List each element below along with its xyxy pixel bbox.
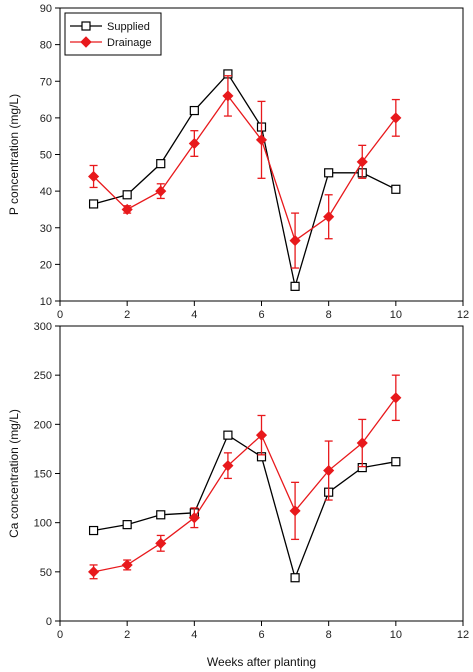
series-drainage xyxy=(88,75,402,269)
data-point xyxy=(255,134,268,146)
data-point xyxy=(290,281,300,291)
legend-label-drainage: Drainage xyxy=(107,37,152,49)
x-tick-label: 12 xyxy=(457,629,469,641)
y-axis-title: Ca concentration (mg/L) xyxy=(7,409,21,538)
data-point xyxy=(88,199,99,209)
y-tick-label: 250 xyxy=(34,370,52,382)
data-point xyxy=(323,464,335,477)
y-axis-title: P concentration (mg/L) xyxy=(7,94,21,215)
data-point xyxy=(222,90,234,102)
x-tick-label: 10 xyxy=(390,309,402,321)
x-tick-label: 2 xyxy=(124,629,130,641)
data-point xyxy=(323,211,335,223)
data-point xyxy=(122,520,132,530)
x-axis-title: Weeks after planting xyxy=(207,655,316,669)
data-point xyxy=(122,190,132,200)
data-point xyxy=(356,156,368,168)
data-point xyxy=(356,437,368,449)
data-point xyxy=(121,203,133,216)
plot-panel-1: 10 20 30 40 50 60 70 80 90 0 2 4 6 8 10 12 P concentrati… xyxy=(7,3,469,321)
data-point xyxy=(391,457,401,467)
data-point xyxy=(155,185,167,197)
data-point xyxy=(324,168,334,178)
x-tick-label: 6 xyxy=(258,629,264,641)
y-tick-label: 60 xyxy=(40,113,52,125)
legend-marker xyxy=(81,21,91,31)
y-tick-label: 10 xyxy=(40,296,52,308)
data-point xyxy=(88,525,99,536)
x-tick-label: 4 xyxy=(191,309,197,321)
x-tick-label: 4 xyxy=(191,629,197,641)
legend-box xyxy=(64,12,162,56)
data-point xyxy=(391,184,401,194)
data-point xyxy=(188,137,200,150)
data-point xyxy=(390,392,402,404)
y-tick-label: 300 xyxy=(34,321,52,333)
series-line xyxy=(93,397,397,573)
plot-panel-2: 0 50 100 150 200 250 300 0 2 4 6 8 10 12 Ca concentrat… xyxy=(7,321,469,669)
y-tick-label: 80 xyxy=(40,40,52,52)
x-tick-label: 8 xyxy=(326,629,332,641)
x-tick-label: 0 xyxy=(57,309,63,321)
data-point xyxy=(390,112,402,124)
y-tick-label: 50 xyxy=(40,567,52,579)
legend-label-supplied: Supplied xyxy=(107,21,150,33)
y-tick-label: 100 xyxy=(34,518,52,530)
x-tick-label: 8 xyxy=(326,309,332,321)
x-tick-label: 2 xyxy=(124,309,130,321)
data-point xyxy=(156,510,166,520)
data-point xyxy=(121,559,133,571)
legend-marker xyxy=(80,36,92,48)
data-point xyxy=(255,429,268,441)
series-supplied xyxy=(88,69,401,291)
data-point xyxy=(189,105,199,116)
series-line xyxy=(93,94,397,242)
series-line xyxy=(93,72,397,287)
x-tick-label: 6 xyxy=(258,309,264,321)
y-tick-label: 20 xyxy=(40,259,52,271)
plot-frame xyxy=(59,325,464,622)
data-point xyxy=(289,235,301,247)
data-point xyxy=(222,460,234,472)
data-point xyxy=(156,159,166,169)
y-tick-label: 30 xyxy=(40,223,52,235)
data-point xyxy=(88,170,100,183)
legend: Supplied Drainage xyxy=(64,12,162,56)
series-drainage xyxy=(88,374,402,580)
data-point xyxy=(88,566,100,578)
y-tick-label: 200 xyxy=(34,419,52,431)
data-point xyxy=(290,573,300,583)
data-point xyxy=(155,537,167,549)
y-tick-label: 150 xyxy=(34,469,52,481)
y-tick-label: 90 xyxy=(40,3,52,15)
x-tick-label: 0 xyxy=(57,629,63,641)
data-point xyxy=(289,505,301,517)
series-line xyxy=(93,434,396,580)
x-tick-label: 12 xyxy=(457,309,469,321)
y-tick-label: 40 xyxy=(40,186,52,198)
y-tick-label: 50 xyxy=(40,150,52,162)
y-tick-label: 70 xyxy=(40,76,52,88)
x-tick-label: 10 xyxy=(390,629,402,641)
y-tick-label: 0 xyxy=(46,616,52,628)
data-point xyxy=(188,512,200,524)
data-point xyxy=(223,430,233,440)
